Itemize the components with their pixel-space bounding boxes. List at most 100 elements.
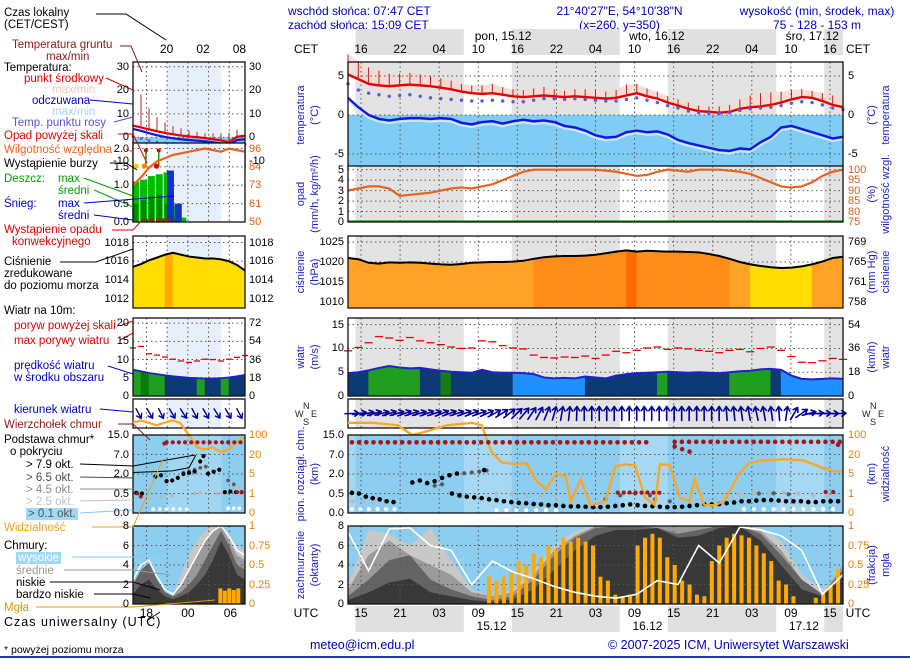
tick-label: 761 xyxy=(848,276,867,288)
legend-item-20: konwekcyjnego xyxy=(12,236,91,248)
tick-label: 2 xyxy=(122,578,129,591)
tick-label: 100 xyxy=(848,429,867,441)
legend-item-10: Opad powyżej skali xyxy=(4,130,104,142)
tick-label: 1 xyxy=(249,520,256,532)
hour-label-top: 04 xyxy=(432,42,446,56)
tick-label: 1 xyxy=(848,487,855,500)
legend-item-9: Temp. punktu rosy xyxy=(12,117,106,129)
tick-label: 20 xyxy=(848,448,861,461)
tick-label: 100 xyxy=(848,163,867,176)
axis-unit-right-zach: (frakcja) xyxy=(866,545,878,585)
compass-w-left: W xyxy=(295,409,304,419)
tick-label: 0.0 xyxy=(113,216,129,228)
tick-label: 50 xyxy=(249,216,262,228)
day-label: pon, 15.12 xyxy=(474,29,532,43)
tick-label: 20 xyxy=(249,448,262,461)
tick-label: 100 xyxy=(249,429,268,441)
tick-label: 0 xyxy=(848,598,855,610)
tick-label: 1018 xyxy=(104,236,129,249)
sun-times: wschód słońca: 07:47 CET zachód słońca: … xyxy=(288,4,431,32)
location-info: 21°40'27"E, 54°10'38"N (x=260, y=350) xyxy=(497,4,742,32)
legend-item-8: max/min xyxy=(52,106,96,118)
legend-item-28: w środku obszaru xyxy=(14,372,105,384)
tick-label: 0.75 xyxy=(848,539,870,552)
tick-label: 0 xyxy=(249,507,256,519)
tick-label: 769 xyxy=(848,236,867,248)
hour-label-bottom: 03 xyxy=(588,606,603,620)
tick-label: 0 xyxy=(249,598,256,610)
tick-label: 1016 xyxy=(249,255,274,268)
tick-label: 0 xyxy=(122,598,129,610)
tick-label: 15 xyxy=(331,318,344,331)
tick-label: 0 xyxy=(848,390,855,402)
hour-label-top: 22 xyxy=(393,42,407,56)
tick-label: 1025 xyxy=(319,236,344,248)
tick-label: -10 xyxy=(249,154,265,167)
axis-title-left-zach: zachmurzenie xyxy=(295,530,307,600)
legend-item-33: > 7.9 okt. xyxy=(26,459,74,471)
tick-label: 0.5 xyxy=(113,487,129,500)
tick-label: 4 xyxy=(337,174,344,187)
tick-label: 1018 xyxy=(249,236,274,249)
tick-label: -5 xyxy=(848,147,858,160)
tick-label: 0.5 xyxy=(249,559,265,571)
tick-label: 2.0 xyxy=(113,142,129,155)
tick-label: 1016 xyxy=(104,255,129,268)
hour-label-bottom: 15 xyxy=(354,606,368,620)
legend-item-37: > 0.1 okt. xyxy=(26,508,78,520)
tick-label: 0 xyxy=(848,507,855,519)
coordinates-text: 21°40'27"E, 54°10'38"N xyxy=(556,4,683,18)
tick-label: 1015 xyxy=(319,276,344,288)
tick-label: 10 xyxy=(249,107,262,120)
mini-hour-label-top: 20 xyxy=(159,42,174,56)
legend-item-21: Ciśnienie xyxy=(4,256,52,268)
tick-label: 0.5 xyxy=(113,197,129,210)
tick-label: 765 xyxy=(848,256,867,268)
tick-label: 73 xyxy=(249,179,262,192)
tick-label: 0 xyxy=(249,390,256,402)
hour-label-top: 16 xyxy=(823,42,837,56)
hour-label-bottom: 15 xyxy=(823,606,837,620)
altitude-label: wysokość (min, środek, max) xyxy=(739,4,895,18)
tick-label: 0.25 xyxy=(249,578,271,591)
tick-label: 10 xyxy=(116,353,129,366)
tick-label: 36 xyxy=(249,353,262,366)
sunrise-text: wschód słońca: 07:47 CET xyxy=(288,4,431,18)
tick-label: 0.0 xyxy=(328,507,344,519)
tick-label: 1012 xyxy=(104,292,129,305)
bottom-divider xyxy=(0,656,910,658)
hour-label-top: 16 xyxy=(354,42,368,56)
tick-label: 72 xyxy=(249,317,262,330)
contact-email-link[interactable]: meteo@icm.edu.pl xyxy=(310,638,415,652)
legend-item-26: max porywy wiatru xyxy=(14,335,110,347)
legend-item-23: do poziomu morza xyxy=(4,280,99,292)
legend-item-13: Deszcz: xyxy=(4,173,45,185)
date-label: 17.12 xyxy=(788,619,819,633)
mini-hour-label-top: 08 xyxy=(232,42,247,56)
tick-label: 4 xyxy=(337,559,344,571)
legend-item-34: > 6.5 okt. xyxy=(26,472,74,484)
mini-hour-label-bottom: 18 xyxy=(139,606,154,620)
tick-label: 84 xyxy=(249,160,262,173)
legend-item-22: zredukowane xyxy=(4,268,73,280)
tick-label: 80 xyxy=(848,205,861,218)
tick-label: 20 xyxy=(116,317,129,330)
tick-label: 20 xyxy=(116,84,129,97)
tick-label: 0 xyxy=(848,109,855,121)
tick-label: 1014 xyxy=(249,273,274,286)
compass-n-right: N xyxy=(870,401,877,411)
hour-label-top: 22 xyxy=(549,42,564,56)
tick-label: 5 xyxy=(337,366,344,379)
legend-item-44: Mgła xyxy=(4,602,29,614)
tick-label: 54 xyxy=(249,335,262,348)
tick-label: 75 xyxy=(848,216,861,228)
tick-label: 1.0 xyxy=(113,179,129,192)
tick-label: 0 xyxy=(337,390,344,402)
day-label: śro, 17.12 xyxy=(785,29,839,43)
tick-label: 1.5 xyxy=(113,160,129,173)
hour-label-bottom: 03 xyxy=(432,606,446,620)
axis-unit-left-zach: (oktanty) xyxy=(309,543,321,587)
axis-title-right-zach: mgła xyxy=(880,553,892,577)
legend-item-45: Czas uniwersalny (UTC) xyxy=(4,615,162,629)
hour-label-bottom: 09 xyxy=(784,606,798,620)
